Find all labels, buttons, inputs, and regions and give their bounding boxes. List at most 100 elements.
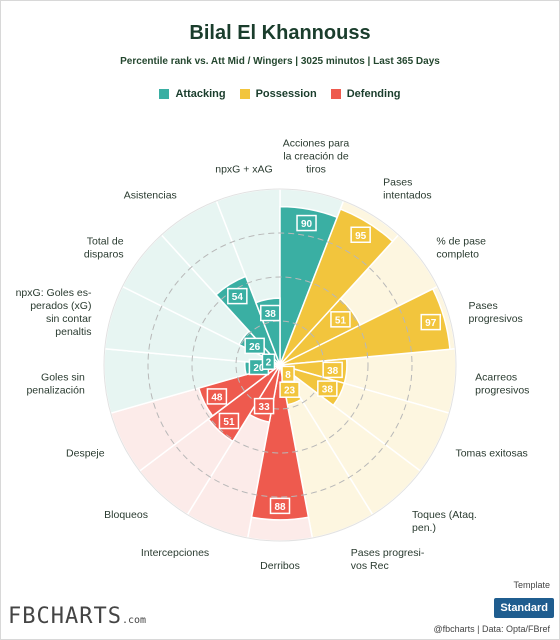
value-badge xyxy=(322,361,343,379)
category-label: Acarreos progresivos xyxy=(475,372,529,397)
category-label: Derribos xyxy=(260,560,300,572)
chart-subtitle: Percentile rank vs. Att Mid / Wingers | … xyxy=(120,56,440,67)
value-badge xyxy=(227,287,248,305)
value-label: 90 xyxy=(301,219,313,230)
category-label-line: Despeje xyxy=(66,447,105,459)
value-badge xyxy=(253,397,275,415)
category-label: Toques (Ataq. pen.) xyxy=(412,509,477,534)
value-label: 26 xyxy=(249,342,261,353)
value-badge xyxy=(420,313,441,331)
category-label-line: intentados xyxy=(383,189,431,201)
value-label: 23 xyxy=(284,386,296,397)
category-label-line: Acarreos xyxy=(475,372,517,384)
legend-item-defending[interactable]: Defending xyxy=(330,88,401,100)
value-label: 51 xyxy=(223,417,235,428)
category-label: Tomas exitosas xyxy=(455,447,527,459)
value-badge xyxy=(269,497,291,515)
category-label-line: pen.) xyxy=(412,522,436,534)
value-label: 38 xyxy=(327,366,339,377)
legend-label-possession: Possession xyxy=(255,88,317,100)
value-label: 38 xyxy=(322,385,334,396)
category-label: Bloqueos xyxy=(104,509,148,521)
category-label-line: Bloqueos xyxy=(104,509,148,521)
category-label-line: % de pase xyxy=(436,235,486,247)
category-label-line: npxG: Goles es- xyxy=(16,287,92,299)
legend: Attacking Possession Defending xyxy=(0,88,560,100)
value-bar xyxy=(279,208,394,366)
category-label-line: progresivos xyxy=(469,313,523,325)
value-badge xyxy=(330,311,351,328)
category-label-line: Toques (Ataq. xyxy=(412,509,477,521)
category-label-line: Acciones para xyxy=(283,137,350,149)
value-badge xyxy=(279,381,300,398)
category-label: Pases progresivos xyxy=(469,300,523,325)
category-label-line: Pases xyxy=(469,300,498,312)
value-label: 95 xyxy=(355,231,367,242)
value-badge xyxy=(206,388,228,405)
legend-label-defending: Defending xyxy=(346,88,401,100)
category-label-line: Goles sin xyxy=(41,372,85,384)
legend-label-attacking: Attacking xyxy=(175,88,226,100)
chart-title: Bilal El Khannouss xyxy=(189,22,371,44)
category-label-line: sin contar xyxy=(46,313,92,325)
legend-swatch-defending xyxy=(330,89,341,99)
template-select-button[interactable]: Standard xyxy=(494,598,554,618)
category-label: Despeje xyxy=(66,447,105,459)
value-label: 20 xyxy=(253,363,265,374)
category-label-line: Total de xyxy=(87,235,124,247)
value-badge xyxy=(317,380,338,397)
value-label: 51 xyxy=(335,315,347,326)
data-credit: @fbcharts | Data: Opta/FBref xyxy=(433,624,550,634)
category-label-line: disparos xyxy=(84,248,124,260)
category-label-line: vos Rec xyxy=(351,560,389,572)
category-label: Asistencias xyxy=(124,189,177,201)
value-label: 48 xyxy=(211,392,223,403)
category-label-line: perados (xG) xyxy=(30,300,91,312)
value-badge xyxy=(350,226,371,243)
category-label: npxG + xAG xyxy=(215,163,272,175)
value-label: 8 xyxy=(285,370,291,381)
category-label-line: Tomas exitosas xyxy=(455,447,527,459)
value-badge xyxy=(261,353,276,370)
category-label-line: penalización xyxy=(26,385,85,397)
value-bar xyxy=(279,287,451,366)
category-label: Intercepciones xyxy=(141,547,209,559)
grid-ring xyxy=(191,276,369,454)
category-label-line: Asistencias xyxy=(124,189,177,201)
value-badge xyxy=(218,412,240,430)
grid-ring xyxy=(147,232,413,498)
category-label-line: penaltis xyxy=(55,326,91,338)
value-badge xyxy=(244,337,265,355)
legend-swatch-possession xyxy=(239,89,250,99)
category-label-line: tiros xyxy=(306,163,326,175)
legend-item-possession[interactable]: Possession xyxy=(239,88,317,100)
value-label: 54 xyxy=(232,292,244,303)
logo-text: FBCHARTS xyxy=(8,604,122,629)
category-label-line: Derribos xyxy=(260,560,300,572)
category-label-line: Pases xyxy=(383,176,412,188)
fbcharts-logo: FBCHARTS.com xyxy=(8,604,146,629)
category-label-line: npxG + xAG xyxy=(215,163,272,175)
value-label: 2 xyxy=(266,358,272,369)
value-badge xyxy=(260,304,281,322)
category-label-line: Pases progresi- xyxy=(351,547,425,559)
category-label: Total de disparos xyxy=(84,235,124,260)
value-badge xyxy=(296,214,317,232)
category-label-line: Intercepciones xyxy=(141,547,209,559)
category-label-line: progresivos xyxy=(475,385,529,397)
value-label: 97 xyxy=(425,318,437,329)
category-label: % de pase completo xyxy=(436,235,486,260)
category-label: Acciones para la creación de tiros xyxy=(283,137,350,175)
legend-item-attacking[interactable]: Attacking xyxy=(159,88,226,100)
legend-swatch-attacking xyxy=(159,89,170,99)
category-label: Pases progresi-vos Rec xyxy=(351,547,425,572)
value-label: 88 xyxy=(274,502,286,513)
value-label: 33 xyxy=(259,402,271,413)
category-label: npxG: Goles es-perados (xG) sin contar pen… xyxy=(16,287,92,338)
value-badge xyxy=(281,365,295,383)
category-label-line: la creación de xyxy=(283,150,349,162)
outer-ring xyxy=(103,188,457,542)
value-label: 38 xyxy=(265,309,277,320)
category-label: Pases intentados xyxy=(383,176,431,201)
